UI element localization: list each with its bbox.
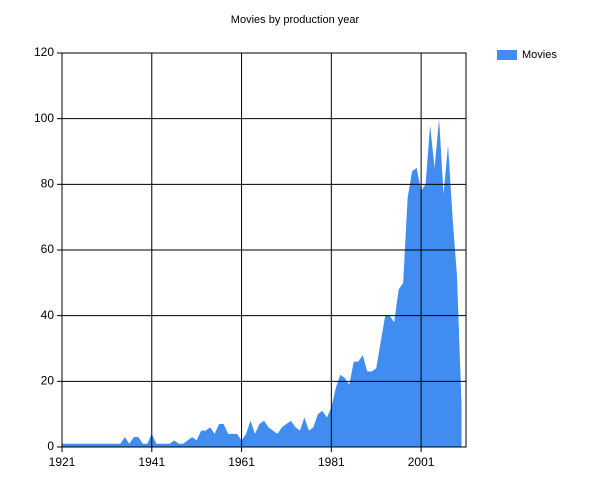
area — [62, 118, 462, 448]
y-tick-label: 0 — [47, 439, 54, 453]
y-tick-label: 20 — [41, 374, 55, 388]
y-tick-label: 100 — [34, 111, 54, 125]
legend-label: Movies — [522, 49, 557, 61]
y-tick-label: 40 — [41, 308, 55, 322]
x-tick-label: 2001 — [408, 455, 435, 469]
plot-border — [61, 52, 467, 448]
legend-swatch — [497, 50, 517, 60]
y-tick-label: 60 — [41, 242, 55, 256]
x-tick-label: 1981 — [318, 455, 345, 469]
x-tick-label: 1921 — [49, 455, 76, 469]
chart-title: Movies by production year — [231, 14, 360, 26]
x-tick-label: 1961 — [228, 455, 255, 469]
x-tick-label: 1941 — [138, 455, 165, 469]
y-tick-label: 120 — [34, 45, 54, 59]
y-tick-label: 80 — [41, 177, 55, 191]
